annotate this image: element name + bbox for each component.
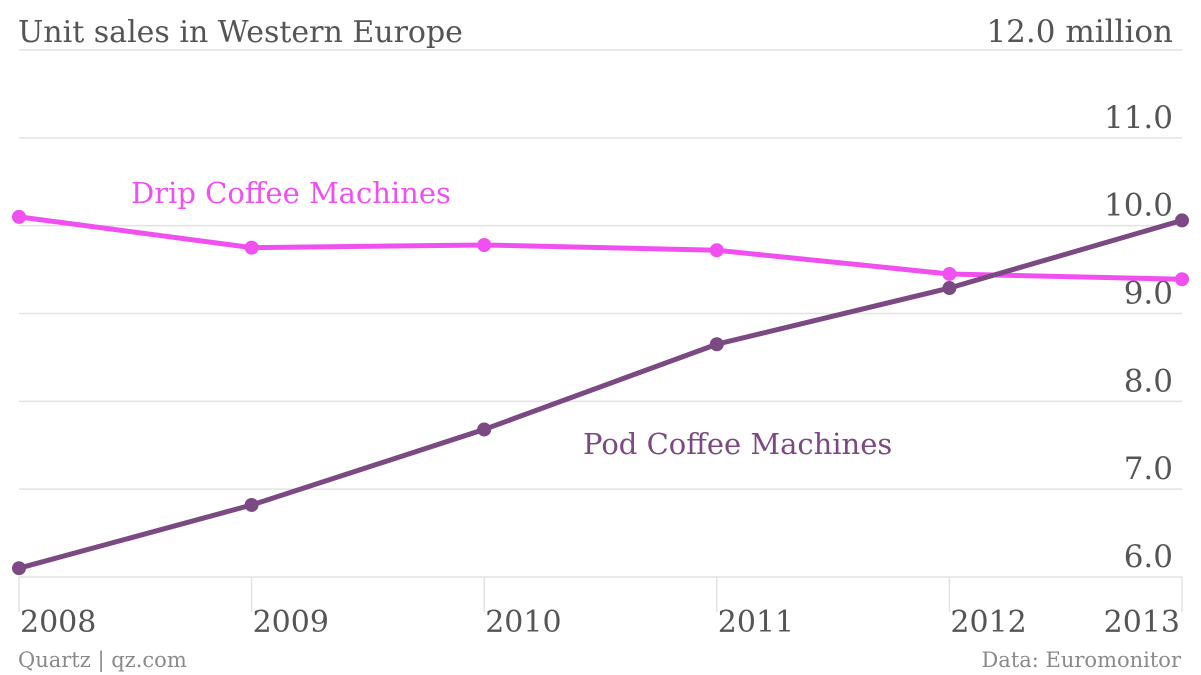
data-point: [12, 561, 26, 576]
x-tick-label: 2011: [718, 605, 794, 640]
data-source: Data: Euromonitor: [981, 648, 1181, 672]
data-point: [942, 266, 957, 281]
series-lines: [16, 214, 1185, 571]
y-tick-label: 12.0 million: [986, 14, 1173, 50]
y-tick-label: 6.0: [1124, 539, 1173, 575]
y-tick-label: 11.0: [1104, 100, 1173, 136]
data-point: [244, 240, 259, 255]
data-point: [477, 237, 492, 252]
series-points: [12, 209, 1189, 576]
data-point: [244, 497, 259, 512]
data-point: [709, 337, 724, 352]
x-axis-labels: 2008 2009 2010 2011 2012 2013: [20, 605, 1180, 640]
data-point: [709, 243, 724, 258]
data-point: [12, 209, 26, 224]
data-point: [477, 422, 492, 437]
x-tick-label: 2008: [20, 605, 96, 640]
x-tick-label: 2013: [1104, 605, 1180, 640]
x-tick-label: 2012: [950, 605, 1026, 640]
y-tick-label: 8.0: [1124, 363, 1173, 399]
x-tick-label: 2009: [253, 605, 329, 640]
y-tick-label: 10.0: [1104, 188, 1173, 224]
series-label-pod: Pod Coffee Machines: [583, 427, 892, 461]
series-line: [16, 217, 1185, 571]
series-label-drip: Drip Coffee Machines: [131, 176, 451, 210]
gridlines: [19, 49, 1182, 578]
y-axis-labels: 6.0 7.0 8.0 9.0 10.0 11.0 12.0 million: [986, 14, 1173, 575]
data-point: [1175, 213, 1189, 228]
data-point: [942, 281, 957, 296]
x-tick-label: 2010: [485, 605, 561, 640]
chart-title: Unit sales in Western Europe: [18, 15, 463, 50]
y-tick-label: 9.0: [1124, 276, 1173, 312]
source-credit: Quartz | qz.com: [18, 648, 187, 673]
y-tick-label: 7.0: [1124, 451, 1173, 487]
x-axis-ticks: [18, 577, 1183, 612]
data-point: [1175, 272, 1189, 287]
